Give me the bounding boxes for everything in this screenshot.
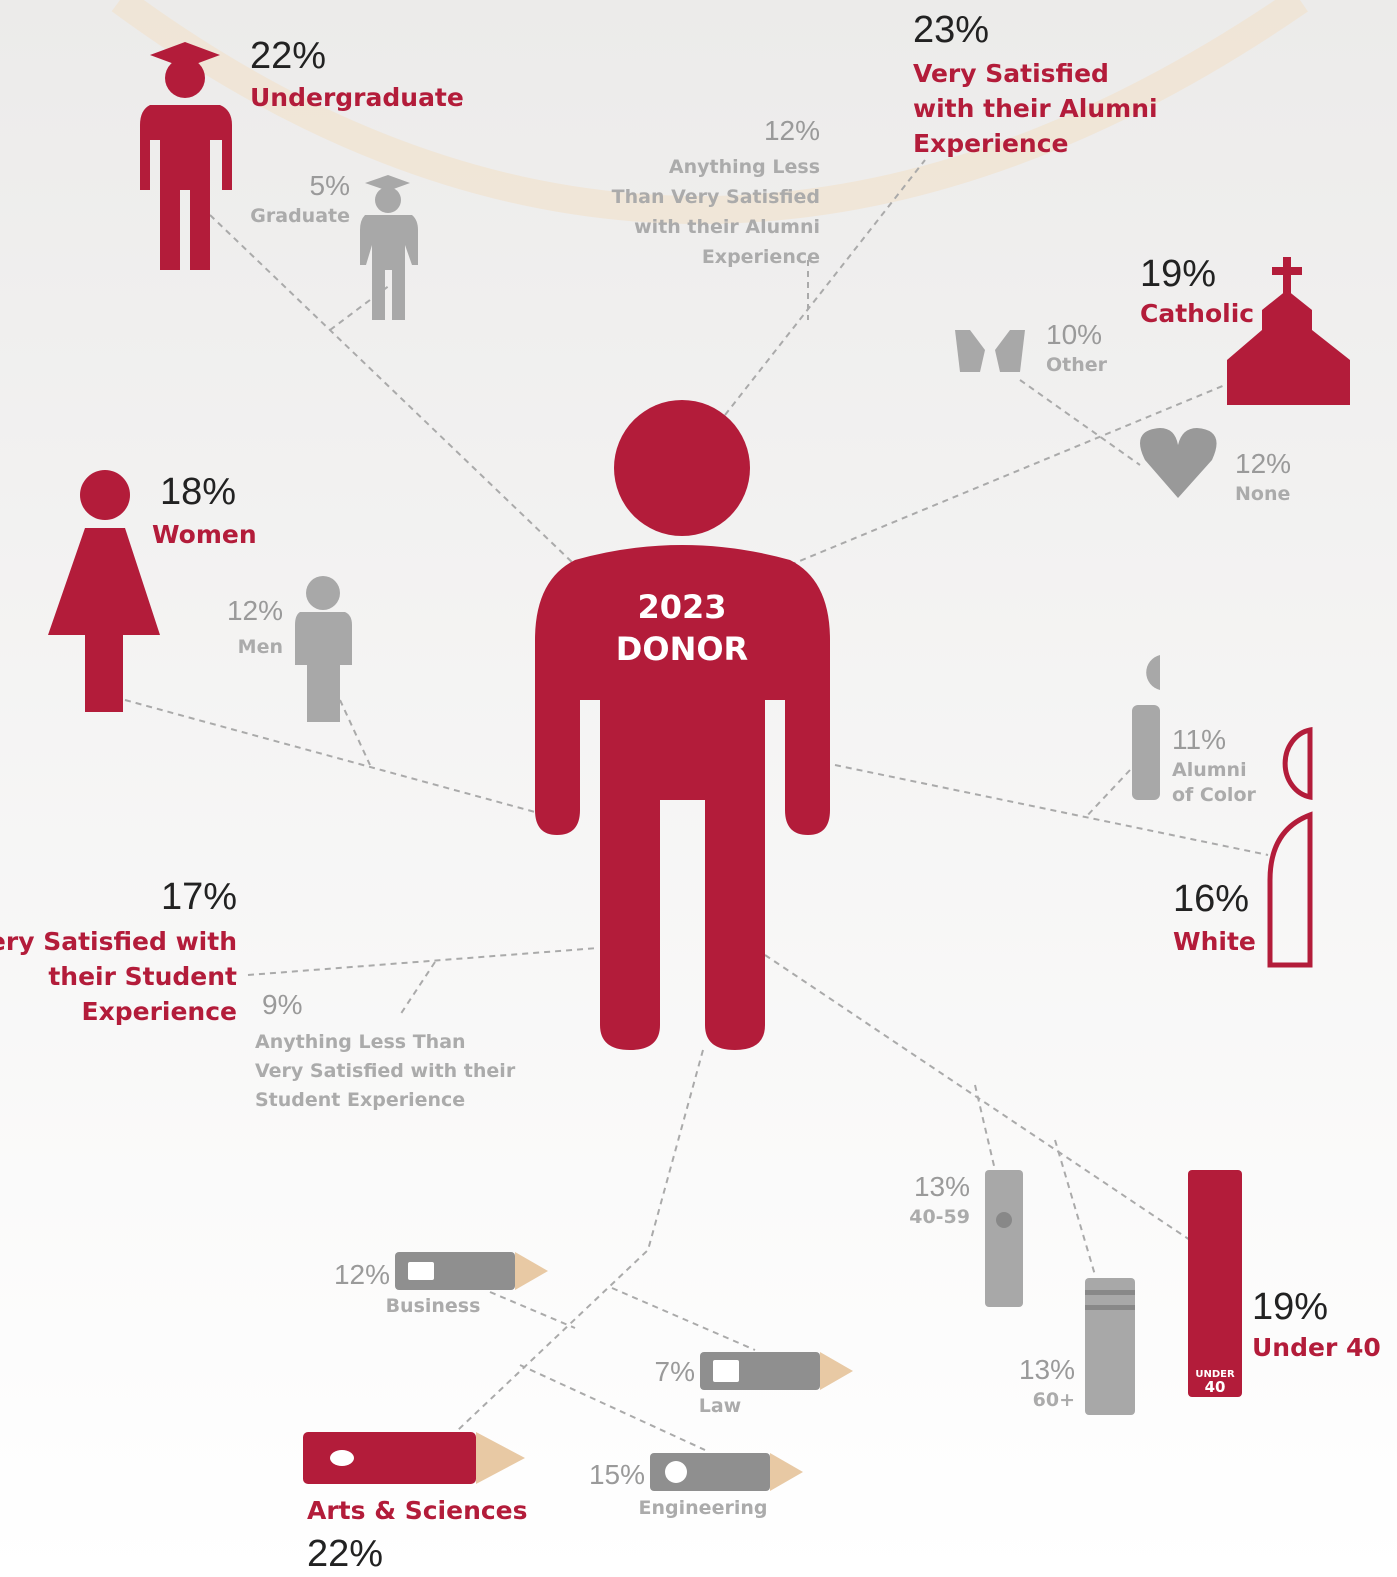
label: Very Satisfied <box>913 59 1109 88</box>
label: Other <box>1046 354 1108 376</box>
label: Anything Less Than <box>255 1031 466 1053</box>
label: Women <box>152 520 257 549</box>
label: Undergraduate <box>250 83 464 112</box>
label: their Student <box>48 962 237 991</box>
label: Very Satisfied with <box>0 927 237 956</box>
label: Catholic <box>1140 299 1254 328</box>
label: Arts & Sciences <box>307 1496 528 1525</box>
label: Law <box>699 1395 741 1417</box>
arc <box>111 0 1308 224</box>
label: Graduate <box>250 205 350 227</box>
donor-year: 2023 <box>637 588 726 626</box>
percent: 12% <box>334 1259 390 1290</box>
percent: 15% <box>589 1459 645 1490</box>
percent: 11% <box>1172 724 1226 755</box>
percent: 13% <box>1019 1354 1075 1385</box>
percent: 16% <box>1173 878 1249 920</box>
label: None <box>1235 483 1290 505</box>
percent: 10% <box>1046 319 1102 350</box>
percent: 7% <box>655 1356 695 1387</box>
label: Men <box>238 636 283 658</box>
label: with their Alumni <box>913 94 1158 123</box>
percent: 5% <box>310 170 350 201</box>
connectors <box>124 159 1269 1451</box>
label: Alumni <box>1172 759 1247 781</box>
book-badge: 40 <box>1205 1378 1226 1396</box>
percent: 12% <box>764 115 820 146</box>
label: Very Satisfied with their <box>255 1060 516 1082</box>
label: Experience <box>913 129 1068 158</box>
label: Student Experience <box>255 1089 465 1111</box>
percent: 18% <box>160 471 236 513</box>
label: Than Very Satisfied <box>612 186 820 208</box>
icons <box>48 42 1350 1491</box>
label: Engineering <box>639 1497 768 1519</box>
donor-word: DONOR <box>616 630 748 668</box>
book-badge: UNDER <box>1195 1369 1235 1380</box>
percent: 12% <box>227 595 283 626</box>
label: Experience <box>82 997 237 1026</box>
percent: 22% <box>250 35 326 77</box>
label: White <box>1173 927 1256 956</box>
percent: 23% <box>913 9 989 51</box>
percent: 12% <box>1235 448 1291 479</box>
label: Anything Less <box>669 156 820 178</box>
label: Business <box>386 1295 481 1317</box>
percent: 9% <box>262 989 302 1020</box>
label: Experience <box>702 246 820 268</box>
percent: 19% <box>1252 1286 1328 1328</box>
percent: 22% <box>307 1533 383 1575</box>
label: 60+ <box>1033 1389 1075 1411</box>
label: with their Alumni <box>634 216 820 238</box>
percent: 13% <box>914 1171 970 1202</box>
label: Under 40 <box>1252 1333 1381 1362</box>
label: 40-59 <box>909 1206 970 1228</box>
label: of Color <box>1172 784 1256 806</box>
percent: 19% <box>1140 253 1216 295</box>
percent: 17% <box>161 876 237 918</box>
